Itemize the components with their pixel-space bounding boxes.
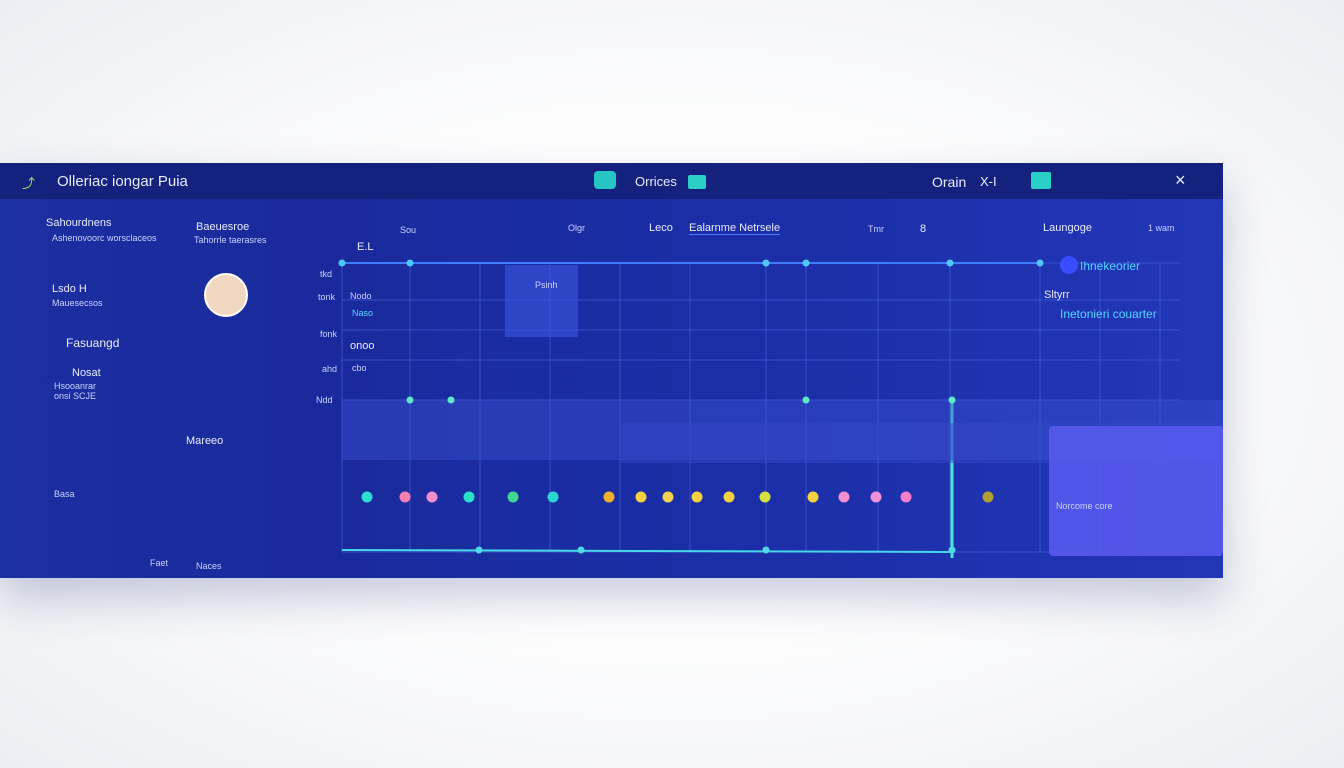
dot: [759, 491, 771, 503]
tooltip-box: [505, 265, 578, 337]
dot: [662, 491, 674, 503]
axis-line: [341, 549, 951, 553]
dot: [577, 546, 585, 554]
legend-dot: [1060, 256, 1078, 274]
row-label: ahd: [322, 364, 338, 374]
app-window: ⤴ Olleriac iongar Puia Orrices Orain X-I…: [0, 163, 1223, 578]
tab-icon[interactable]: [688, 175, 706, 189]
tab[interactable]: Orrices: [635, 174, 677, 189]
sidebar-title[interactable]: Sahourdnens: [46, 217, 112, 229]
sidebar-title[interactable]: Nosat: [72, 367, 101, 379]
window-title: Olleriac iongar Puia: [57, 173, 188, 190]
sidebar-title[interactable]: Naces: [196, 561, 222, 571]
app-icon: ⤴: [22, 176, 36, 191]
inner-label: Nodo: [350, 291, 372, 301]
card-text: Norcome core: [1056, 501, 1113, 511]
tab-icon[interactable]: [1031, 172, 1051, 189]
dot: [635, 491, 647, 503]
tab-badge: X-I: [980, 174, 997, 189]
avatar[interactable]: [204, 273, 248, 317]
right-subtitle: 1 wam: [1148, 223, 1175, 233]
dot: [447, 396, 455, 404]
inner-label: Naso: [352, 308, 374, 318]
sidebar-title[interactable]: Lsdo H: [52, 283, 87, 295]
dot: [762, 546, 770, 554]
tooltip-text: Psinh: [535, 280, 558, 290]
inner-label: cbo: [352, 363, 367, 373]
dot: [603, 491, 615, 503]
dot: [399, 491, 411, 503]
column-header: 8: [920, 223, 927, 235]
inner-label: onoo: [350, 340, 375, 352]
tab-icon[interactable]: [594, 171, 616, 189]
dot: [948, 396, 956, 404]
column-header: Leco: [649, 222, 673, 234]
dot: [762, 259, 770, 267]
right-title: Laungoge: [1043, 222, 1092, 234]
sidebar-title[interactable]: Mareeo: [186, 435, 224, 447]
sidebar-subtitle: Mauesecsos: [52, 298, 103, 308]
sidebar-title[interactable]: Basa: [54, 489, 75, 499]
chart-canvas: [204, 171, 1223, 558]
row-label: tonk: [318, 292, 336, 302]
dot: [338, 259, 346, 267]
legend-item[interactable]: Ihnekeorier: [1080, 259, 1141, 273]
dot: [406, 259, 414, 267]
dot: [507, 491, 519, 503]
info-card[interactable]: [1049, 426, 1223, 556]
tab[interactable]: Orain: [932, 174, 967, 190]
legend-item[interactable]: Inetonieri couarter: [1060, 307, 1157, 321]
row-label: Ndd: [316, 395, 333, 405]
column-header: Ealarnme Netrsele: [689, 222, 781, 235]
sidebar-subtitle: Hsooanrar onsi SCJE: [54, 381, 97, 401]
dot: [475, 546, 483, 554]
column-header: Sou: [400, 225, 417, 235]
dot: [463, 491, 475, 503]
column-header: Tmr: [868, 224, 884, 234]
dot: [982, 491, 994, 503]
row-label: fonk: [320, 329, 338, 339]
dot: [900, 491, 912, 503]
dot: [802, 259, 810, 267]
dot: [802, 396, 810, 404]
sidebar-title[interactable]: Baeuesroe: [196, 221, 250, 233]
dot: [870, 491, 882, 503]
sidebar-title[interactable]: Fasuangd: [66, 336, 120, 350]
row-label: tkd: [320, 269, 333, 279]
sidebar-subtitle: Ashenovoorc worsclaceos: [52, 233, 157, 243]
dot: [838, 491, 850, 503]
dot: [691, 491, 703, 503]
dot: [406, 396, 414, 404]
close-button[interactable]: ×: [1175, 170, 1186, 190]
sidebar-title[interactable]: Faet: [150, 558, 169, 568]
column-header: Olgr: [568, 223, 586, 233]
dot: [948, 546, 956, 554]
dot: [361, 491, 373, 503]
dot: [1036, 259, 1044, 267]
dot: [723, 491, 735, 503]
dot: [547, 491, 559, 503]
sidebar-subtitle: Tahorrle taerasres: [194, 235, 267, 245]
corner-label: E.L: [357, 241, 374, 253]
dot: [426, 491, 438, 503]
legend-item[interactable]: Sltyrr: [1044, 289, 1070, 301]
dot: [807, 491, 819, 503]
dot: [946, 259, 954, 267]
